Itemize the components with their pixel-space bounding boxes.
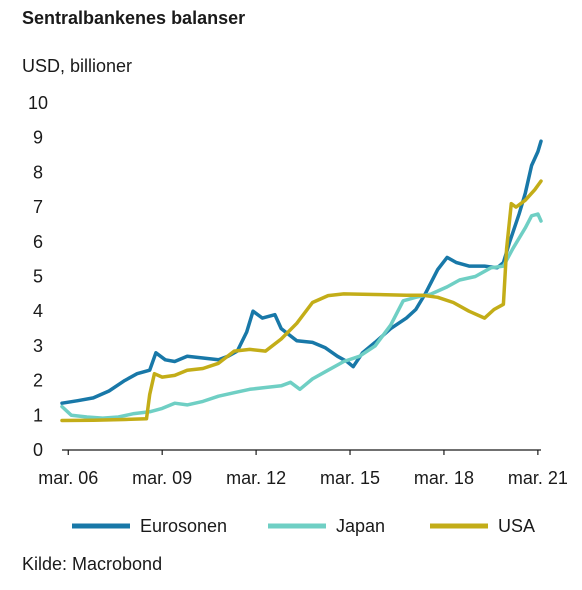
- y-tick-label: 0: [33, 440, 43, 460]
- series-line-japan: [60, 212, 543, 420]
- x-tick-label: mar. 12: [226, 468, 286, 488]
- series-line-usa: [60, 179, 543, 423]
- y-tick-label: 10: [28, 93, 48, 113]
- legend-label-eurosonen: Eurosonen: [140, 516, 227, 536]
- y-tick-label: 3: [33, 336, 43, 356]
- source-note: Kilde: Macrobond: [22, 554, 163, 574]
- chart-title: Sentralbankenes balanser: [22, 8, 246, 28]
- legend-label-japan: Japan: [336, 516, 385, 536]
- y-tick-label: 7: [33, 197, 43, 217]
- series-line-eurosonen: [60, 139, 543, 405]
- legend: Eurosonen Japan USA: [72, 516, 535, 536]
- legend-label-usa: USA: [498, 516, 535, 536]
- series-lines: [60, 139, 543, 423]
- y-tick-label: 8: [33, 162, 43, 182]
- y-tick-label: 2: [33, 371, 43, 391]
- x-tick-label: mar. 21: [508, 468, 568, 488]
- x-tick-label: mar. 18: [414, 468, 474, 488]
- y-tick-label: 6: [33, 232, 43, 252]
- y-tick-label: 1: [33, 405, 43, 425]
- y-tick-label: 4: [33, 301, 43, 321]
- y-tick-label: 5: [33, 267, 43, 287]
- x-tick-label: mar. 06: [38, 468, 98, 488]
- axes: 0 1 2 3 4 5 6 7 8 9 10 mar. 06 mar. 09 mar. 12 mar. 15…: [28, 93, 568, 488]
- x-tick-label: mar. 15: [320, 468, 380, 488]
- y-tick-label: 9: [33, 128, 43, 148]
- y-axis-unit-label: USD, billioner: [22, 56, 133, 76]
- x-tick-label: mar. 09: [132, 468, 192, 488]
